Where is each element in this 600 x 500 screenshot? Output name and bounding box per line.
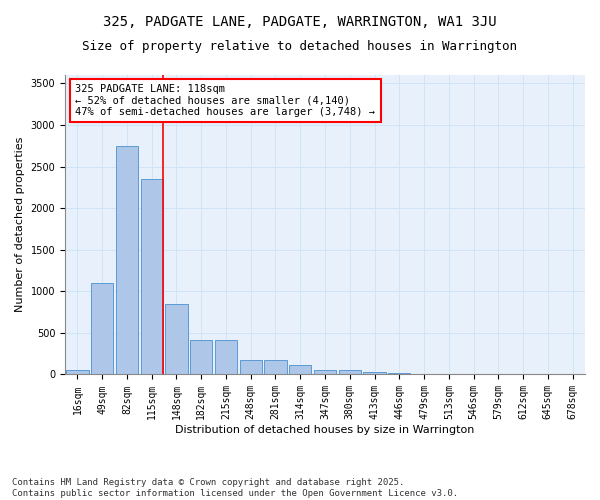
Bar xyxy=(140,179,163,374)
Text: Contains HM Land Registry data © Crown copyright and database right 2025.
Contai: Contains HM Land Registry data © Crown c… xyxy=(12,478,458,498)
Bar xyxy=(66,370,89,374)
Bar xyxy=(190,340,212,374)
Bar xyxy=(239,360,262,374)
Bar xyxy=(215,340,237,374)
X-axis label: Distribution of detached houses by size in Warrington: Distribution of detached houses by size … xyxy=(175,425,475,435)
Bar xyxy=(91,283,113,374)
Text: 325 PADGATE LANE: 118sqm
← 52% of detached houses are smaller (4,140)
47% of sem: 325 PADGATE LANE: 118sqm ← 52% of detach… xyxy=(76,84,376,117)
Text: 325, PADGATE LANE, PADGATE, WARRINGTON, WA1 3JU: 325, PADGATE LANE, PADGATE, WARRINGTON, … xyxy=(103,15,497,29)
Bar xyxy=(314,370,336,374)
Text: Size of property relative to detached houses in Warrington: Size of property relative to detached ho… xyxy=(83,40,517,53)
Bar xyxy=(265,360,287,374)
Bar xyxy=(289,365,311,374)
Bar xyxy=(338,370,361,374)
Bar xyxy=(364,372,386,374)
Y-axis label: Number of detached properties: Number of detached properties xyxy=(15,137,25,312)
Bar xyxy=(116,146,138,374)
Bar xyxy=(166,304,188,374)
Bar xyxy=(388,373,410,374)
